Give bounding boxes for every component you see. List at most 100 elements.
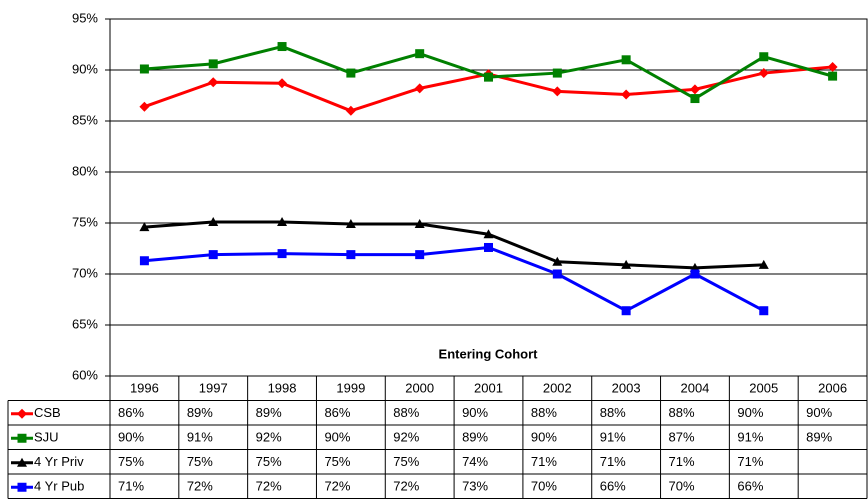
point bbox=[621, 306, 631, 316]
table-value: 92% bbox=[393, 430, 419, 445]
legend-marker bbox=[17, 408, 27, 419]
table-value: 71% bbox=[737, 454, 763, 469]
point bbox=[758, 68, 769, 79]
x-tick-label: 2002 bbox=[543, 381, 572, 396]
legend-label: CSB bbox=[34, 405, 61, 420]
table-value: 74% bbox=[462, 454, 488, 469]
point bbox=[484, 72, 493, 82]
x-tick-label: 2001 bbox=[474, 381, 503, 396]
point bbox=[759, 52, 769, 62]
point bbox=[759, 306, 769, 316]
x-tick-label: 1997 bbox=[199, 381, 228, 396]
point bbox=[346, 68, 356, 78]
point bbox=[345, 105, 356, 116]
point bbox=[277, 78, 288, 89]
point bbox=[415, 250, 425, 260]
point bbox=[414, 219, 425, 229]
table-value: 88% bbox=[531, 405, 557, 420]
point bbox=[552, 269, 562, 279]
table-value: 90% bbox=[324, 430, 350, 445]
point bbox=[208, 77, 219, 88]
x-axis-label: Entering Cohort bbox=[439, 346, 539, 361]
point bbox=[415, 49, 425, 59]
table-value: 87% bbox=[669, 430, 695, 445]
point bbox=[484, 242, 493, 252]
table-value: 88% bbox=[669, 405, 695, 420]
table-value: 73% bbox=[462, 479, 488, 494]
point bbox=[552, 86, 563, 97]
series-line bbox=[144, 245, 765, 313]
table-value: 90% bbox=[462, 405, 488, 420]
x-tick-label: 2004 bbox=[680, 381, 709, 396]
table-value: 86% bbox=[118, 405, 144, 420]
series-line bbox=[144, 220, 764, 270]
table-value: 75% bbox=[187, 454, 213, 469]
x-tick-label: 1998 bbox=[268, 381, 297, 396]
table-value: 90% bbox=[737, 405, 763, 420]
y-tick-label: 95% bbox=[72, 10, 98, 25]
table-value: 90% bbox=[806, 405, 832, 420]
table-value: 70% bbox=[669, 479, 695, 494]
legend-label: SJU bbox=[34, 430, 59, 445]
x-tick-label: 2000 bbox=[405, 381, 434, 396]
y-tick-label: 85% bbox=[72, 112, 98, 127]
legend-marker bbox=[17, 482, 27, 492]
point bbox=[277, 249, 287, 259]
table-value: 90% bbox=[118, 430, 144, 445]
point bbox=[689, 84, 700, 95]
point bbox=[827, 61, 838, 72]
table-value: 92% bbox=[256, 430, 282, 445]
table-value: 90% bbox=[531, 430, 557, 445]
point bbox=[621, 55, 631, 65]
x-tick-label: 2006 bbox=[818, 381, 847, 396]
y-tick-label: 75% bbox=[72, 214, 98, 229]
point bbox=[483, 229, 494, 239]
table-value: 89% bbox=[256, 405, 282, 420]
y-tick-label: 80% bbox=[72, 163, 98, 178]
x-tick-label: 1999 bbox=[336, 381, 365, 396]
point bbox=[139, 101, 150, 112]
table-value: 88% bbox=[393, 405, 419, 420]
table-value: 91% bbox=[737, 430, 763, 445]
point bbox=[552, 256, 563, 266]
table-value: 89% bbox=[462, 430, 488, 445]
point bbox=[346, 250, 356, 260]
legend-marker bbox=[17, 433, 27, 443]
table-value: 86% bbox=[324, 405, 350, 420]
point bbox=[621, 89, 632, 100]
point bbox=[345, 219, 356, 229]
point bbox=[690, 94, 700, 104]
point bbox=[139, 256, 149, 266]
table-value: 75% bbox=[324, 454, 350, 469]
table-value: 66% bbox=[737, 479, 763, 494]
table-value: 89% bbox=[187, 405, 213, 420]
point bbox=[208, 59, 218, 69]
point bbox=[828, 71, 838, 81]
table-value: 75% bbox=[393, 454, 419, 469]
table-value: 75% bbox=[118, 454, 144, 469]
table-value: 71% bbox=[600, 454, 626, 469]
x-tick-label: 2003 bbox=[612, 381, 641, 396]
table-value: 70% bbox=[531, 479, 557, 494]
table-value: 88% bbox=[600, 405, 626, 420]
table-value: 71% bbox=[531, 454, 557, 469]
point bbox=[139, 64, 149, 74]
point bbox=[208, 216, 219, 226]
legend-label: 4 Yr Pub bbox=[34, 479, 84, 494]
point bbox=[690, 269, 700, 279]
table-value: 91% bbox=[600, 430, 626, 445]
legend-marker bbox=[17, 457, 27, 467]
point bbox=[758, 259, 769, 269]
table-value: 75% bbox=[256, 454, 282, 469]
legend-label: 4 Yr Priv bbox=[34, 454, 84, 469]
table-value: 71% bbox=[118, 479, 144, 494]
table-value: 72% bbox=[393, 479, 419, 494]
point bbox=[414, 83, 425, 94]
point bbox=[621, 259, 632, 269]
y-tick-label: 90% bbox=[72, 61, 98, 76]
table-value: 71% bbox=[669, 454, 695, 469]
y-tick-label: 70% bbox=[72, 265, 98, 280]
point bbox=[552, 68, 562, 78]
point bbox=[277, 42, 287, 52]
